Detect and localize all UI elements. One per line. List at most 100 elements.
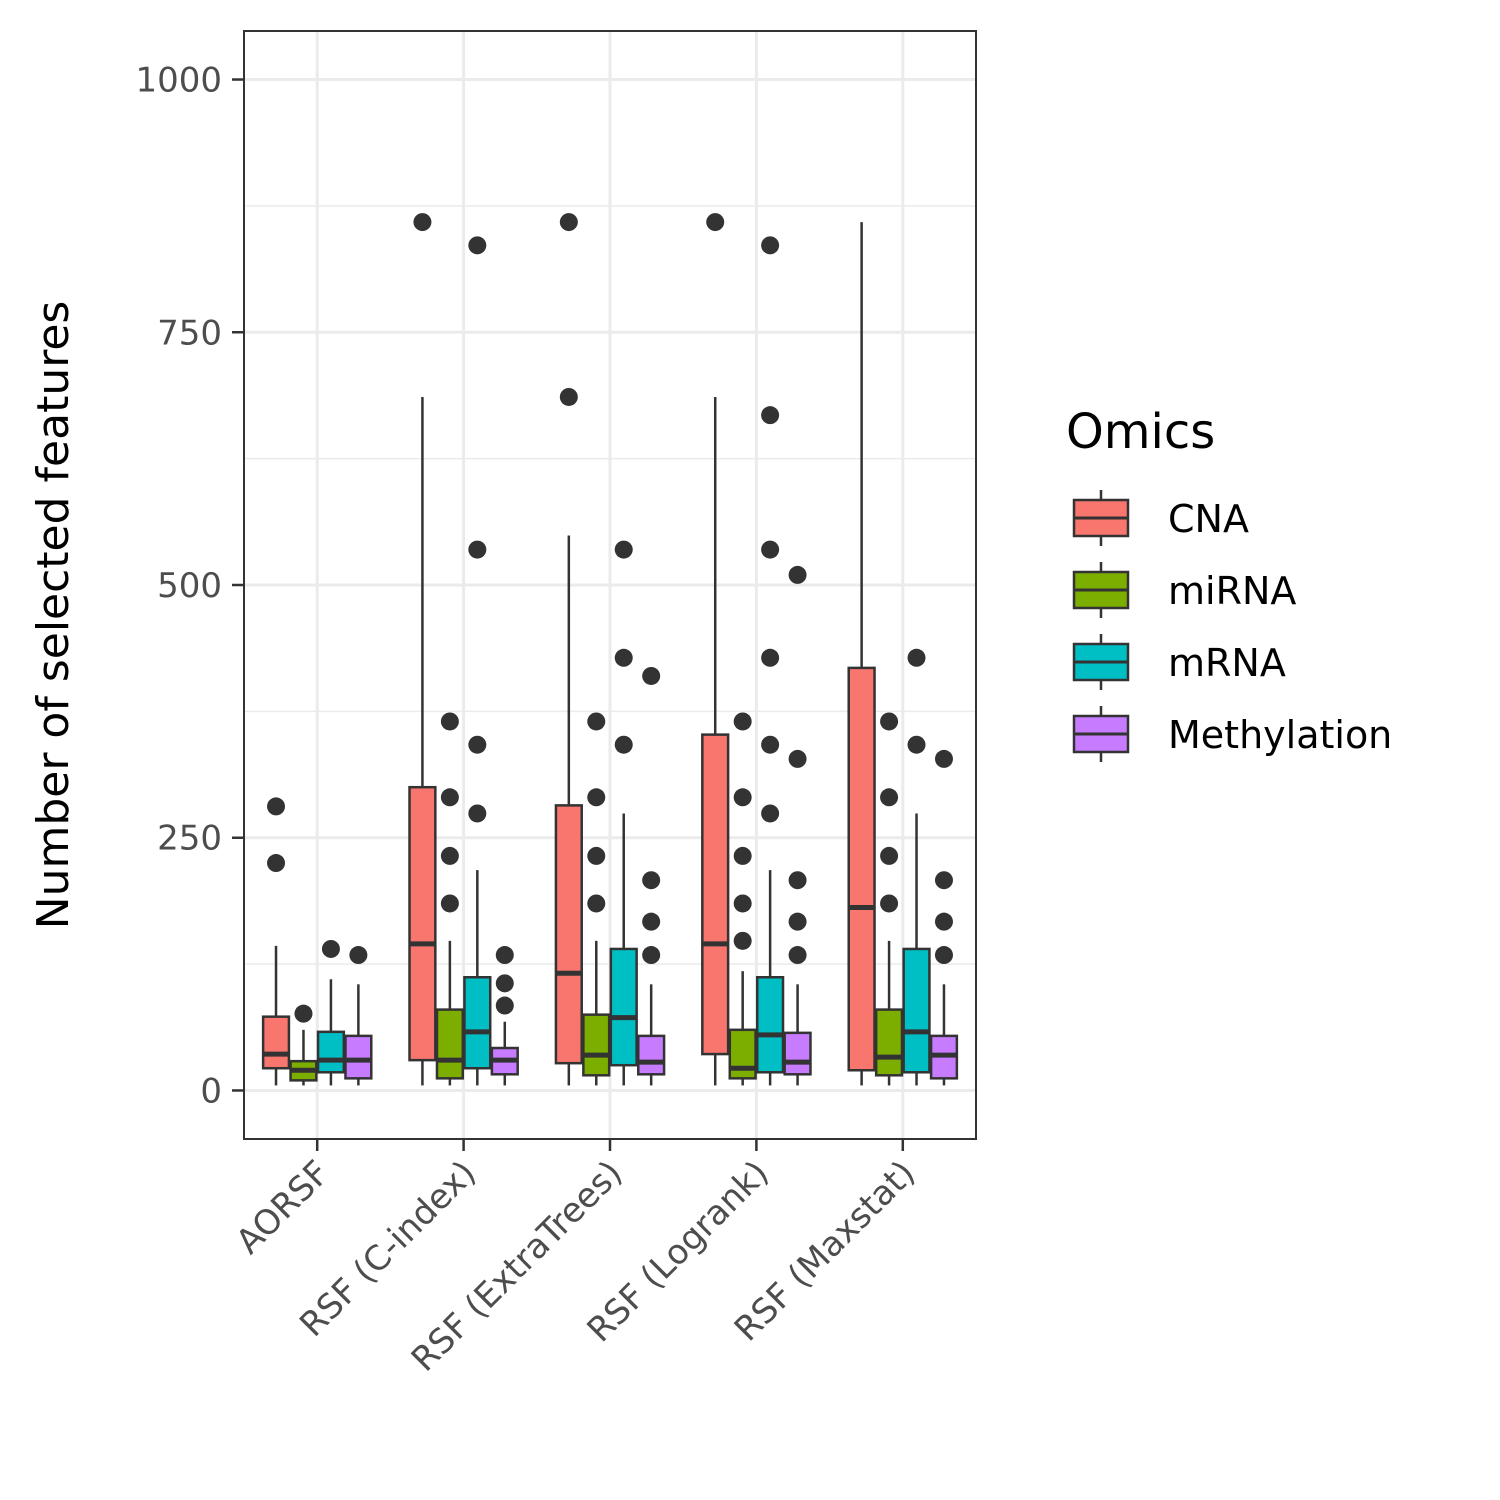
outlier-point xyxy=(587,788,606,807)
box-mirna-0 xyxy=(289,1004,318,1086)
outlier-point xyxy=(559,387,578,406)
outlier-point xyxy=(788,946,807,965)
box-iqr xyxy=(847,666,876,1072)
box-iqr xyxy=(609,947,638,1067)
box-mrna-1 xyxy=(463,236,492,1086)
outlier-point xyxy=(440,788,459,807)
outlier-point xyxy=(880,894,899,913)
outlier-point xyxy=(468,735,487,754)
outlier-point xyxy=(761,236,780,255)
outlier-point xyxy=(642,666,661,685)
box-iqr xyxy=(902,947,931,1074)
box-iqr xyxy=(344,1034,373,1080)
box-iqr xyxy=(463,975,492,1070)
box-mrna-3 xyxy=(755,236,785,1086)
outlier-point xyxy=(614,540,633,559)
outlier-point xyxy=(267,797,286,816)
box-methylation-0 xyxy=(344,946,373,1086)
outlier-point xyxy=(495,996,514,1015)
legend-label: miRNA xyxy=(1168,569,1296,613)
box-cna-4 xyxy=(847,222,876,1086)
outlier-point xyxy=(706,213,725,232)
box-iqr xyxy=(582,1013,611,1077)
outlier-point xyxy=(587,846,606,865)
legend-label: CNA xyxy=(1168,497,1249,541)
outlier-point xyxy=(440,846,459,865)
outlier-point xyxy=(614,648,633,667)
outlier-point xyxy=(468,540,487,559)
box-iqr xyxy=(728,1028,757,1080)
outlier-point xyxy=(880,788,899,807)
outlier-point xyxy=(761,540,780,559)
outlier-point xyxy=(788,871,807,890)
box-mrna-0 xyxy=(316,939,346,1086)
legend-item-mrna: mRNA xyxy=(1072,634,1286,690)
outlier-point xyxy=(495,974,514,993)
outlier-point xyxy=(587,712,606,731)
outlier-point xyxy=(761,735,780,754)
box-mirna-3 xyxy=(728,712,757,1086)
box-methylation-1 xyxy=(490,946,519,1086)
outlier-point xyxy=(614,735,633,754)
legend: Omics CNA miRNA mRNA Methylation xyxy=(1066,404,1392,762)
outlier-point xyxy=(642,946,661,965)
box-iqr xyxy=(701,733,730,1056)
y-axis: 0 250 500 750 1000 xyxy=(135,61,244,1111)
y-tick-label: 250 xyxy=(157,819,222,859)
box-iqr xyxy=(316,1030,346,1074)
y-tick-label: 750 xyxy=(157,313,222,353)
box-methylation-2 xyxy=(637,666,666,1086)
box-cna-0 xyxy=(261,797,291,1086)
box-series xyxy=(261,213,959,1086)
outlier-point xyxy=(934,946,953,965)
outlier-point xyxy=(468,236,487,255)
box-cna-1 xyxy=(408,213,437,1086)
outlier-point xyxy=(733,846,752,865)
outlier-point xyxy=(934,749,953,768)
legend-item-methylation: Methylation xyxy=(1072,706,1392,762)
box-iqr xyxy=(637,1034,666,1076)
box-methylation-3 xyxy=(783,565,812,1086)
outlier-point xyxy=(788,565,807,584)
outlier-point xyxy=(733,712,752,731)
outlier-point xyxy=(934,871,953,890)
box-cna-2 xyxy=(554,213,583,1086)
y-tick-label: 500 xyxy=(157,566,222,606)
box-iqr xyxy=(261,1015,291,1070)
box-iqr xyxy=(408,785,437,1062)
outlier-point xyxy=(495,946,514,965)
outlier-point xyxy=(413,213,432,232)
outlier-point xyxy=(587,894,606,913)
outlier-point xyxy=(468,804,487,823)
legend-label: mRNA xyxy=(1168,641,1286,685)
legend-item-mirna: miRNA xyxy=(1072,562,1296,618)
outlier-point xyxy=(788,749,807,768)
outlier-point xyxy=(733,894,752,913)
outlier-point xyxy=(642,871,661,890)
outlier-point xyxy=(788,912,807,931)
outlier-point xyxy=(294,1004,313,1023)
legend-item-cna: CNA xyxy=(1072,490,1249,546)
outlier-point xyxy=(880,846,899,865)
legend-title: Omics xyxy=(1066,404,1215,460)
outlier-point xyxy=(440,894,459,913)
box-iqr xyxy=(554,804,583,1065)
outlier-point xyxy=(761,406,780,425)
box-methylation-4 xyxy=(929,749,959,1086)
outlier-point xyxy=(321,939,340,958)
outlier-point xyxy=(733,788,752,807)
y-axis-title: Number of selected features xyxy=(28,301,79,930)
outlier-point xyxy=(733,931,752,950)
legend-label: Methylation xyxy=(1168,713,1392,757)
outlier-point xyxy=(761,804,780,823)
box-mrna-4 xyxy=(902,648,931,1086)
outlier-point xyxy=(761,648,780,667)
outlier-point xyxy=(934,912,953,931)
box-iqr xyxy=(874,1008,904,1077)
box-cna-3 xyxy=(701,213,730,1086)
box-mirna-1 xyxy=(435,712,465,1086)
outlier-point xyxy=(349,946,368,965)
outlier-point xyxy=(642,912,661,931)
